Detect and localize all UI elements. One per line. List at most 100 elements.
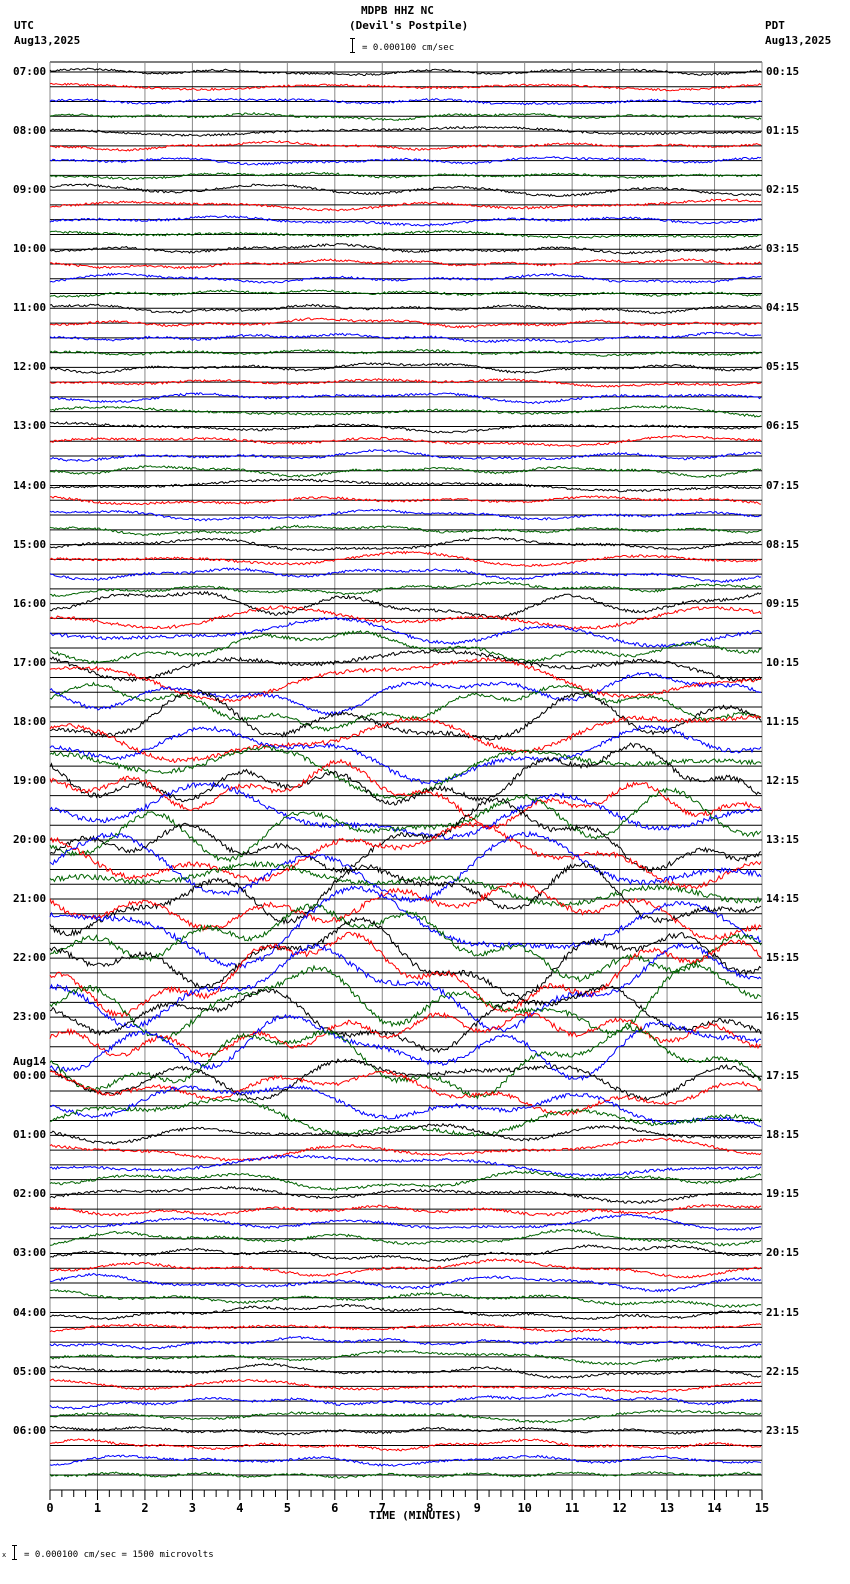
trace-line <box>49 465 762 478</box>
trace-line <box>49 605 762 630</box>
pdt-hour-label: 09:15 <box>766 596 800 610</box>
utc-hour-label: 11:00 <box>13 301 47 315</box>
utc-hour-label: 20:00 <box>13 832 47 846</box>
trace-line <box>49 97 762 106</box>
pdt-hour-label: 20:15 <box>766 1246 800 1260</box>
utc-hour-label: 16:00 <box>13 596 47 610</box>
trace-line <box>49 289 762 298</box>
right-timezone: PDT <box>765 19 785 32</box>
trace-line <box>49 1137 762 1162</box>
trace-line <box>49 630 762 665</box>
trace-line <box>49 616 762 648</box>
svg-text:6: 6 <box>331 1501 338 1515</box>
pdt-hour-label: 08:15 <box>766 537 800 551</box>
trace-line <box>50 449 762 462</box>
trace-line <box>49 724 762 785</box>
date-change-label: Aug14 <box>13 1055 47 1069</box>
trace-line <box>49 649 762 683</box>
trace-line <box>49 1438 762 1452</box>
trace-line <box>49 1213 762 1232</box>
utc-hour-label: 08:00 <box>13 124 47 138</box>
pdt-hour-label: 11:15 <box>766 714 800 728</box>
trace-line <box>49 656 762 703</box>
svg-text:4: 4 <box>236 1501 243 1515</box>
trace-line <box>49 590 762 619</box>
trace-line <box>49 681 762 732</box>
svg-text:1: 1 <box>94 1501 101 1515</box>
utc-hour-label: 00:00 <box>13 1069 47 1083</box>
x-axis-label: TIME (MINUTES) <box>369 1509 462 1522</box>
utc-hour-label: 06:00 <box>13 1423 47 1437</box>
trace-line <box>49 689 762 741</box>
trace-line <box>49 67 762 77</box>
pdt-hour-label: 22:15 <box>766 1364 800 1378</box>
svg-text:7: 7 <box>379 1501 386 1515</box>
trace-line <box>49 581 762 597</box>
pdt-hour-label: 05:15 <box>766 360 800 374</box>
pdt-hour-label: 16:15 <box>766 1010 800 1024</box>
right-date: Aug13,2025 <box>765 34 832 47</box>
trace-line <box>50 495 762 506</box>
trace-line <box>49 797 762 874</box>
trace-line <box>49 1058 762 1101</box>
pdt-hour-label: 18:15 <box>766 1128 800 1142</box>
svg-text:9: 9 <box>474 1501 481 1515</box>
trace-line <box>49 1425 762 1436</box>
pdt-hour-label: 10:15 <box>766 655 800 669</box>
trace-line <box>49 1362 762 1379</box>
trace-line <box>49 258 762 270</box>
utc-hour-label: 21:00 <box>13 892 47 906</box>
trace-line <box>49 671 762 717</box>
utc-hour-label: 12:00 <box>13 360 47 374</box>
trace-line <box>49 215 762 227</box>
trace-line <box>49 362 762 374</box>
utc-hour-label: 19:00 <box>13 773 47 787</box>
trace-line <box>49 1258 762 1279</box>
trace-line <box>49 1409 762 1424</box>
trace-line <box>49 1471 762 1479</box>
trace-line <box>49 1185 762 1204</box>
pdt-hour-label: 14:15 <box>766 892 800 906</box>
footer-scale-bar-icon <box>12 1545 17 1560</box>
trace-line <box>49 1203 762 1217</box>
pdt-hour-label: 12:15 <box>766 773 800 787</box>
trace-line <box>49 303 762 315</box>
svg-text:3: 3 <box>189 1501 196 1515</box>
trace-line <box>49 1097 762 1137</box>
pdt-hour-label: 13:15 <box>766 832 800 846</box>
footer-scale-text: = 0.000100 cm/sec = 1500 microvolts <box>24 1550 214 1560</box>
svg-text:0: 0 <box>46 1501 53 1515</box>
trace-line <box>49 984 762 1054</box>
pdt-hour-label: 07:15 <box>766 478 800 492</box>
footer-scale-prefix: x <box>2 1551 7 1559</box>
trace-line <box>49 111 762 122</box>
trace-line <box>49 331 762 344</box>
trace-line <box>49 742 762 806</box>
utc-hour-label: 01:00 <box>13 1128 47 1142</box>
svg-text:13: 13 <box>660 1501 674 1515</box>
trace-line <box>49 242 762 255</box>
trace-line <box>49 1011 762 1059</box>
pdt-hour-label: 17:15 <box>766 1069 800 1083</box>
trace-line <box>49 198 762 212</box>
utc-hour-label: 07:00 <box>13 65 47 78</box>
utc-hour-label: 02:00 <box>13 1187 47 1201</box>
trace-line <box>49 536 762 552</box>
left-date: Aug13,2025 <box>14 34 81 47</box>
trace-line <box>49 348 762 357</box>
pdt-hour-label: 15:15 <box>766 951 800 965</box>
pdt-hour-label: 23:15 <box>766 1423 800 1437</box>
trace-line <box>49 1244 762 1262</box>
trace-line <box>49 1392 762 1410</box>
scale-bar-icon <box>350 38 355 53</box>
trace-line <box>49 567 762 583</box>
trace-line <box>49 860 762 908</box>
trace-line <box>49 1349 762 1366</box>
trace-line <box>49 1083 762 1128</box>
utc-hour-label: 13:00 <box>13 419 47 433</box>
utc-hour-label: 14:00 <box>13 478 47 492</box>
trace-line <box>49 787 762 863</box>
utc-hour-label: 04:00 <box>13 1305 47 1319</box>
pdt-hour-label: 00:15 <box>766 65 800 78</box>
trace-line <box>49 1272 762 1293</box>
